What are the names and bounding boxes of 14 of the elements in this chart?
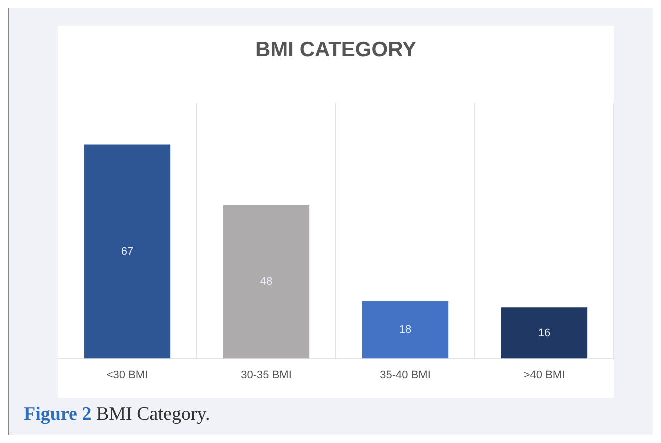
caption: Figure 2 BMI Category. bbox=[24, 404, 210, 425]
data-label: 67 bbox=[121, 246, 134, 258]
bar bbox=[362, 301, 449, 359]
data-label: 18 bbox=[399, 324, 412, 336]
chart-title: BMI CATEGORY bbox=[256, 38, 416, 62]
data-label: 48 bbox=[260, 276, 273, 288]
x-tick-label: >40 BMI bbox=[524, 369, 566, 382]
bar bbox=[501, 308, 588, 359]
bar bbox=[223, 205, 310, 359]
data-label: 16 bbox=[538, 327, 551, 340]
x-tick-label: <30 BMI bbox=[106, 369, 148, 382]
x-tick-label: 30-35 BMI bbox=[241, 369, 292, 382]
bar bbox=[84, 144, 171, 359]
x-tick-label: 35-40 BMI bbox=[380, 369, 431, 382]
